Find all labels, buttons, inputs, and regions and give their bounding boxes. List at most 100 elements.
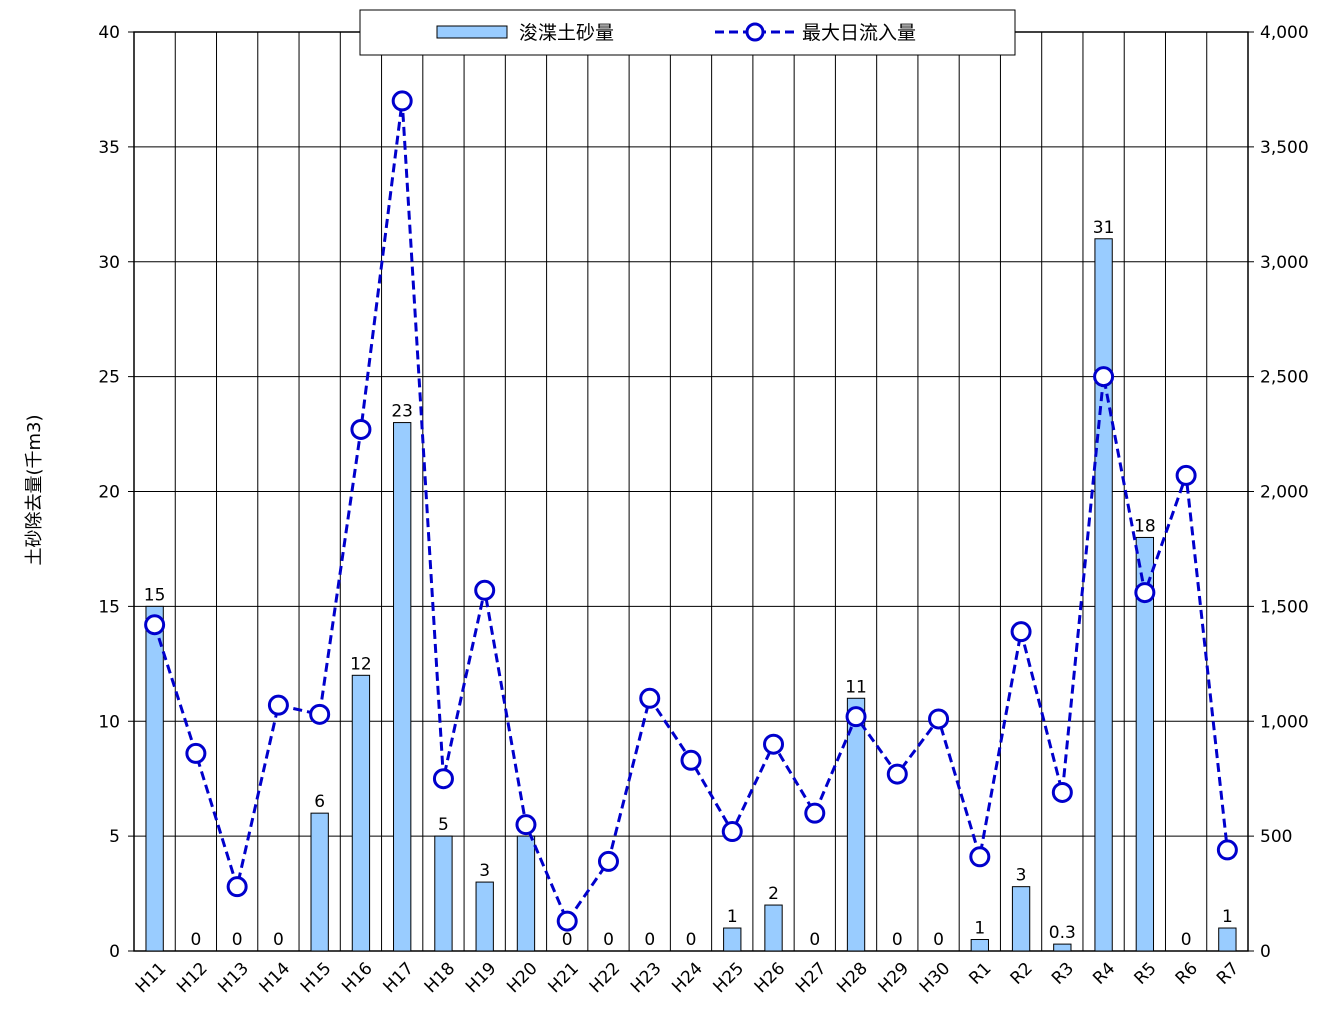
bar	[1011, 886, 1031, 952]
data-label: 0	[273, 930, 284, 950]
y2-tick-label: 500	[1260, 827, 1292, 847]
marker	[144, 614, 166, 636]
y-tick-label: 25	[98, 368, 120, 388]
data-label: 0	[562, 930, 573, 950]
data-label: 31	[1093, 218, 1115, 238]
x-tick-label: R2	[1007, 959, 1037, 989]
x-tick-label: H24	[668, 959, 706, 997]
data-label: 11	[845, 677, 867, 697]
marker	[267, 694, 289, 716]
data-label: 18	[1134, 516, 1156, 536]
data-label: 3	[1016, 866, 1027, 886]
marker	[969, 846, 991, 868]
data-label: 0.3	[1049, 923, 1076, 943]
x-tick-label: H26	[751, 959, 789, 997]
bar	[764, 904, 783, 952]
data-label: 3	[479, 861, 490, 881]
marker	[597, 850, 619, 872]
bar	[310, 812, 329, 952]
x-tick-label: H22	[586, 959, 624, 997]
marker	[474, 579, 496, 601]
marker	[515, 814, 537, 836]
marker	[1175, 464, 1197, 486]
marker	[556, 910, 578, 932]
data-label: 1	[974, 919, 985, 939]
bar	[434, 835, 453, 952]
marker	[1134, 582, 1156, 604]
marker	[763, 733, 785, 755]
x-tick-label: H17	[379, 959, 417, 997]
legend-label: 最大日流入量	[802, 22, 916, 44]
marker	[1010, 621, 1032, 643]
data-label: 0	[1181, 930, 1192, 950]
y-tick-label: 10	[98, 712, 120, 732]
marker	[639, 687, 661, 709]
marker	[1051, 781, 1073, 803]
y-tick-label: 0	[109, 942, 120, 962]
x-tick-label: H14	[256, 959, 294, 997]
bar	[846, 697, 866, 952]
data-label: 15	[144, 585, 166, 605]
data-label: 23	[391, 402, 413, 422]
data-label: 0	[232, 930, 243, 950]
data-label: 2	[768, 884, 779, 904]
bar	[1218, 927, 1237, 952]
x-tick-label: R4	[1089, 959, 1119, 989]
x-tick-label: R6	[1172, 959, 1202, 989]
data-label: 6	[314, 792, 325, 812]
x-tick-label: H13	[214, 959, 252, 997]
marker	[185, 742, 207, 764]
bar	[516, 835, 536, 952]
y2-tick-label: 1,500	[1260, 597, 1309, 617]
y2-tick-label: 2,000	[1260, 483, 1309, 503]
bar	[723, 927, 742, 952]
marker	[391, 90, 413, 112]
marker	[721, 821, 743, 843]
bar	[475, 881, 494, 952]
marker	[350, 418, 372, 440]
y-tick-label: 40	[98, 23, 120, 43]
y2-tick-label: 4,000	[1260, 23, 1309, 43]
y2-tick-label: 3,000	[1260, 253, 1309, 273]
y-axis-label: 土砂除去量(千m3)	[24, 414, 45, 565]
legend-swatch	[436, 25, 508, 39]
bar	[1094, 238, 1113, 952]
x-tick-label: H30	[916, 959, 954, 997]
marker	[432, 768, 454, 790]
data-label: 5	[438, 815, 449, 835]
bar	[351, 674, 371, 952]
y-tick-label: 20	[98, 483, 120, 503]
data-label: 0	[644, 930, 655, 950]
data-label: 0	[190, 930, 201, 950]
y2-tick-label: 2,500	[1260, 368, 1309, 388]
x-tick-label: H16	[338, 959, 376, 997]
marker	[804, 802, 826, 824]
bar	[1053, 943, 1072, 952]
x-tick-label: R5	[1130, 959, 1160, 989]
x-tick-label: R3	[1048, 959, 1078, 989]
x-tick-label: R7	[1213, 959, 1243, 989]
y2-tick-label: 3,500	[1260, 138, 1309, 158]
y-tick-label: 15	[98, 597, 120, 617]
x-tick-label: H28	[833, 959, 871, 997]
marker	[845, 706, 867, 728]
bar	[970, 939, 989, 952]
data-label: 0	[892, 930, 903, 950]
data-label: 0	[809, 930, 820, 950]
data-label: 1	[1222, 907, 1233, 927]
marker	[928, 708, 950, 730]
marker	[1093, 366, 1115, 388]
y-tick-label: 30	[98, 253, 120, 273]
x-tick-label: H12	[173, 959, 211, 997]
x-tick-label: H21	[545, 959, 583, 997]
marker	[309, 703, 331, 725]
bar	[1135, 536, 1155, 952]
x-tick-label: H11	[132, 959, 170, 997]
marker	[226, 876, 248, 898]
x-tick-label: H27	[792, 959, 830, 997]
marker	[1216, 839, 1238, 861]
x-tick-label: H15	[297, 959, 335, 997]
data-label: 1	[727, 907, 738, 927]
y2-tick-label: 0	[1260, 942, 1271, 962]
